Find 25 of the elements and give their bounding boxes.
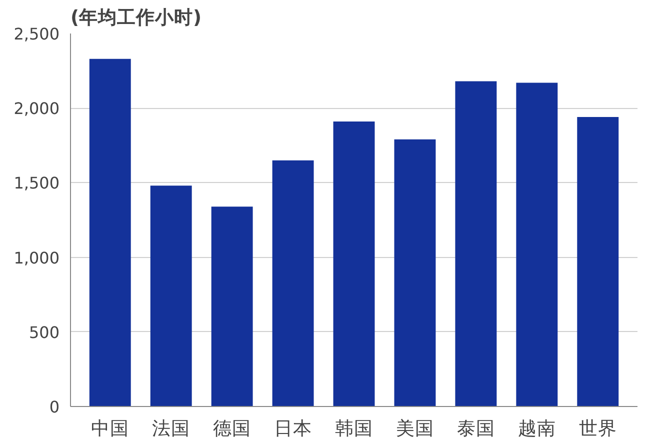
y-tick-label: 0 [49,398,60,416]
x-tick-label: 韩国 [335,418,373,438]
y-tick-label: 1,000 [14,248,60,268]
y-tick-label: 2,000 [14,99,60,118]
x-tick-label: 中国 [91,418,130,438]
bar [89,58,131,406]
x-tick-label: 美国 [396,418,434,438]
y-tick-label: 500 [28,322,60,342]
y-axis-title: (年均工作小时) [70,6,202,28]
bar [150,186,192,406]
x-tick-label: 日本 [274,418,312,438]
y-tick-label: 2,500 [14,24,60,44]
bar [577,117,619,406]
x-tick-label: 世界 [578,418,617,438]
y-tick-label: 1,500 [14,174,60,193]
x-tick-label: 越南 [518,418,556,438]
bar [394,139,436,406]
bar [455,81,497,406]
bar [516,82,558,406]
bar [272,160,314,406]
x-tick-label: 法国 [152,418,190,438]
x-tick-label: 德国 [213,418,252,438]
bar [333,122,375,406]
x-tick-label: 泰国 [456,418,495,438]
bar [211,206,253,406]
